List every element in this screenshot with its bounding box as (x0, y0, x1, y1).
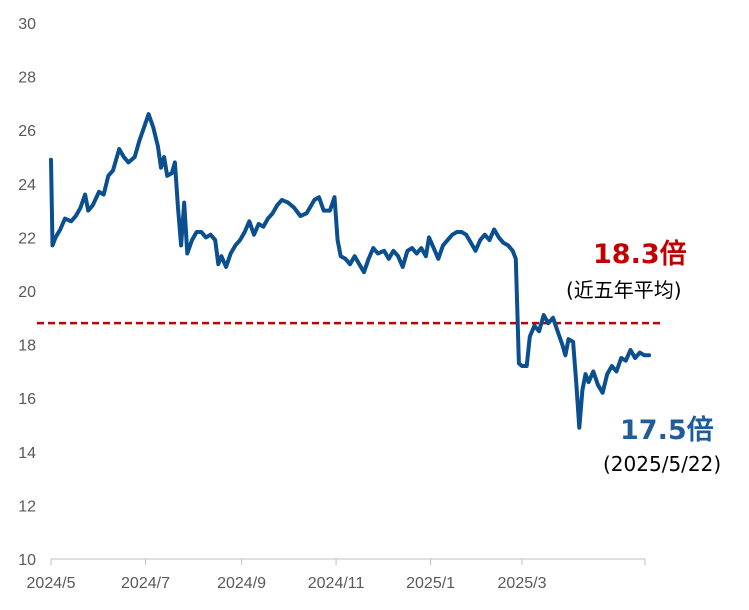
y-tick-label: 28 (18, 70, 36, 87)
y-tick-label: 26 (18, 123, 36, 140)
average-value-label: 18.3倍 (593, 239, 687, 270)
x-tick-label: 2024/9 (217, 575, 266, 592)
series-line-pe-ratio (49, 112, 652, 430)
x-axis: 2024/5 2024/7 2024/9 2024/11 2025/1 2025/3 (27, 558, 646, 592)
y-tick-label: 18 (18, 338, 36, 355)
x-tick-label: 2025/3 (498, 575, 547, 592)
current-date-label: (2025/5/22) (603, 452, 722, 476)
y-tick-label: 14 (18, 445, 36, 462)
x-tick-label: 2025/1 (406, 575, 455, 592)
y-tick-label: 24 (18, 177, 36, 194)
x-tick-label: 2024/5 (27, 575, 76, 592)
y-tick-label: 16 (18, 391, 36, 408)
y-tick-label: 22 (18, 230, 36, 247)
y-tick-label: 20 (18, 284, 36, 301)
y-tick-label: 10 (18, 552, 36, 569)
average-description-label: (近五年平均) (566, 278, 682, 302)
y-tick-label: 12 (18, 498, 36, 515)
y-axis: 10 12 14 16 18 20 22 24 26 28 30 (18, 16, 36, 569)
x-tick-label: 2024/11 (308, 575, 365, 592)
current-value-label: 17.5倍 (620, 415, 714, 446)
x-tick-label: 2024/7 (121, 575, 170, 592)
y-tick-label: 30 (18, 16, 36, 33)
